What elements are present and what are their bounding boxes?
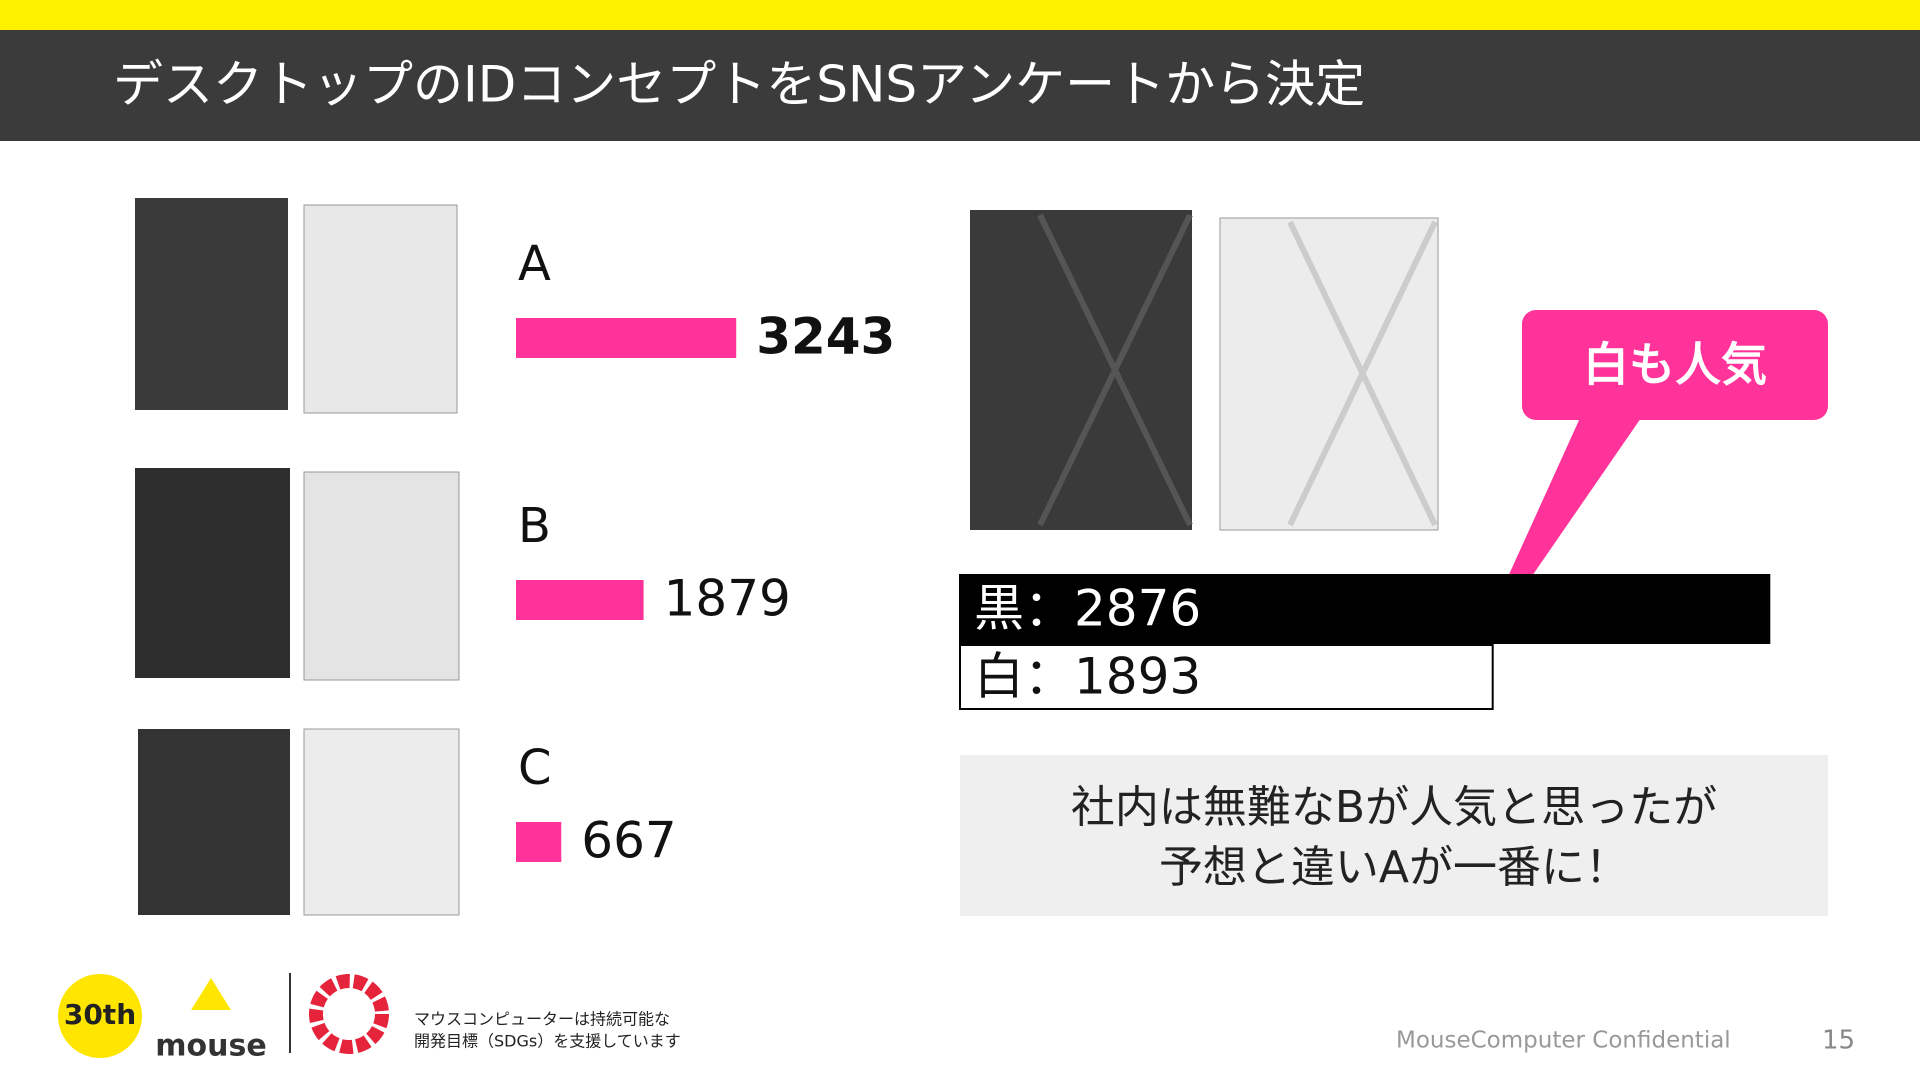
sdgs-text: 開発目標（SDGs）を支援しています: [414, 1032, 681, 1051]
pc-images: [135, 198, 1439, 916]
sdgs-text: マウスコンピューターは持続可能な: [414, 1010, 670, 1029]
bar: [959, 644, 1494, 710]
title-band: [0, 30, 1920, 141]
bar: [516, 318, 737, 358]
value-label: 黒：2876: [974, 580, 1201, 638]
sdgs-wheel: [309, 974, 389, 1054]
value-label: 白：1893: [974, 648, 1201, 706]
page-number: 15: [1822, 1026, 1855, 1056]
category-label: B: [518, 498, 551, 554]
callout-text: 白も人気: [1583, 338, 1767, 392]
bar: [959, 574, 1771, 644]
anniversary-text: 30th: [64, 998, 136, 1031]
comment-box: [960, 755, 1828, 916]
bar: [516, 580, 644, 620]
comment-line: 社内は無難なBが人気と思ったが: [1071, 782, 1717, 833]
confidential: MouseComputer Confidential: [1396, 1028, 1731, 1054]
category-label: C: [518, 740, 552, 796]
bar: [516, 822, 562, 862]
anniversary-logo: [58, 974, 142, 1058]
comment-line: 予想と違いAが一番に！: [1159, 842, 1629, 893]
value-label: 1879: [664, 570, 791, 628]
value-label: 667: [581, 812, 676, 870]
value-label: 3243: [756, 308, 895, 366]
top-band: [0, 0, 1920, 30]
brand-mark: [191, 978, 231, 1010]
callout-box: [1522, 310, 1828, 420]
slide-title: デスクトップのIDコンセプトをSNSアンケートから決定: [113, 56, 1365, 114]
brand-text: mouse: [155, 1029, 266, 1064]
category-label: A: [518, 236, 551, 292]
